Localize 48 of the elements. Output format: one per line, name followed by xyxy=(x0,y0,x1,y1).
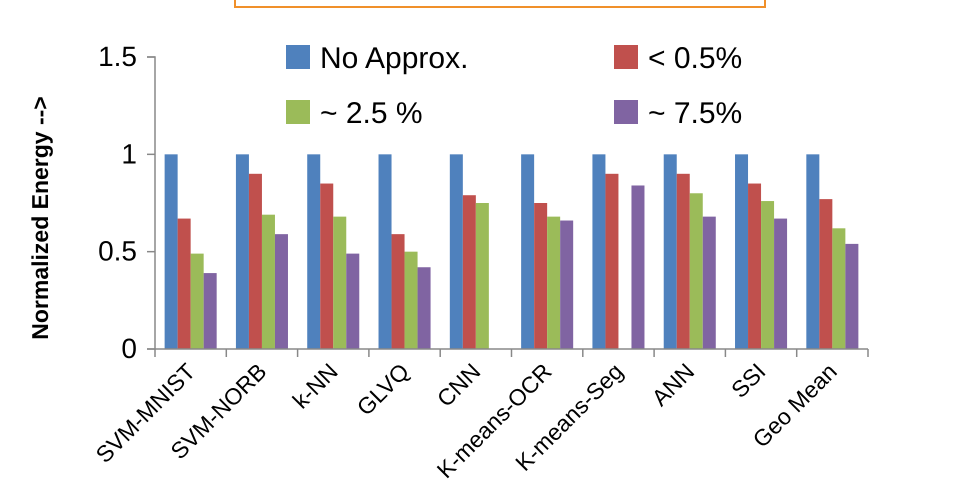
bar xyxy=(702,216,716,349)
bar xyxy=(748,184,762,349)
bar xyxy=(418,267,431,349)
y-tick-label: 1.5 xyxy=(98,40,137,72)
bar xyxy=(761,201,774,349)
bar xyxy=(664,154,677,349)
bar xyxy=(476,203,489,349)
bar xyxy=(735,154,748,349)
bar xyxy=(521,154,534,349)
bar xyxy=(248,174,262,349)
y-tick-label: 0.5 xyxy=(98,236,137,267)
bar xyxy=(450,154,463,349)
bar xyxy=(164,154,178,349)
y-axis-title: Normalized Energy --> xyxy=(27,96,53,340)
bar xyxy=(605,174,618,349)
bar xyxy=(832,228,846,349)
bar xyxy=(346,254,360,349)
bar xyxy=(378,154,392,349)
bar xyxy=(560,220,574,349)
x-tick-label: SSI xyxy=(726,358,771,403)
bar xyxy=(819,199,832,349)
bar xyxy=(262,214,275,349)
bar xyxy=(806,154,820,349)
bar xyxy=(320,184,334,349)
bar xyxy=(676,174,690,349)
bar xyxy=(333,216,346,349)
y-tick-label: 0 xyxy=(121,332,137,364)
bar xyxy=(236,154,249,349)
bar xyxy=(392,234,405,349)
y-tick-label: 1 xyxy=(121,138,137,170)
bar xyxy=(592,154,606,349)
bar xyxy=(690,193,703,349)
bar xyxy=(190,254,204,349)
bar xyxy=(204,273,217,349)
legend-label: ~ 7.5% xyxy=(648,97,742,130)
bar xyxy=(547,216,560,349)
bar xyxy=(462,195,476,349)
bar xyxy=(534,203,548,349)
bar xyxy=(631,185,644,349)
bar xyxy=(774,218,788,349)
bar xyxy=(845,244,858,349)
bar xyxy=(307,154,320,349)
bar xyxy=(178,218,191,349)
legend-label: ~ 2.5 % xyxy=(320,97,423,130)
bar xyxy=(274,234,288,349)
legend-label: No Approx. xyxy=(320,42,468,75)
legend-label: < 0.5% xyxy=(648,42,742,75)
bar xyxy=(404,252,418,349)
